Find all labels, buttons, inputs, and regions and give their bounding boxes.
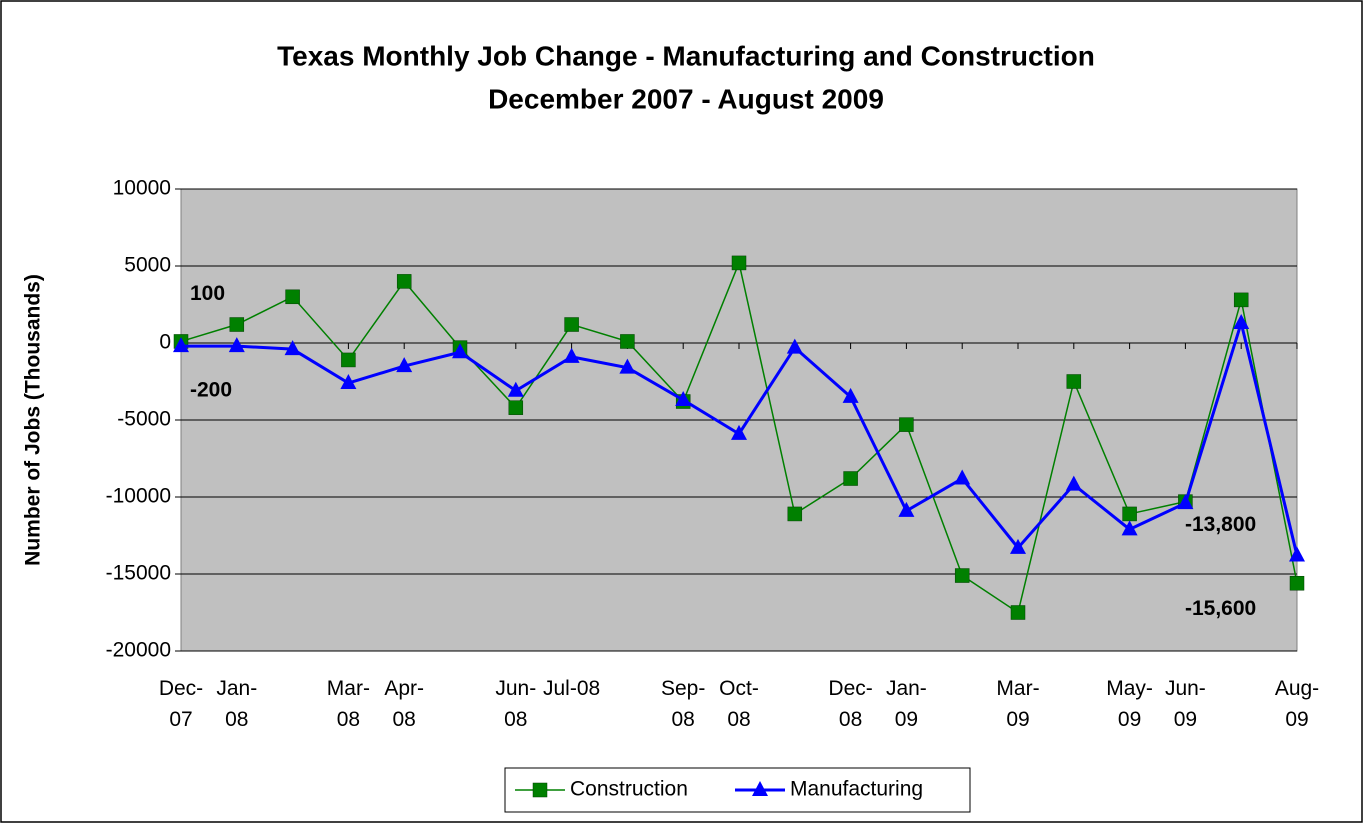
marker <box>843 471 858 486</box>
marker <box>619 358 636 374</box>
marker <box>731 255 747 271</box>
legend-label: Construction <box>570 778 688 801</box>
data-label: -15,600 <box>1185 597 1256 620</box>
marker <box>620 334 635 349</box>
marker <box>508 400 524 415</box>
marker <box>396 357 413 373</box>
marker <box>786 338 803 354</box>
marker <box>954 568 970 583</box>
chart-subtitle: December 2007 - August 2009 <box>488 83 884 114</box>
marker <box>1289 546 1305 562</box>
marker <box>1289 575 1305 591</box>
y-tick-label: -5000 <box>117 408 171 431</box>
y-tick-label: -20000 <box>106 639 171 662</box>
y-tick-label: 0 <box>159 331 171 354</box>
marker <box>507 381 524 397</box>
legend-marker <box>532 782 548 798</box>
marker <box>1010 538 1026 554</box>
marker <box>954 469 971 485</box>
marker <box>341 352 356 368</box>
x-tick-label: Apr- 08 <box>384 677 425 731</box>
marker <box>396 274 412 289</box>
marker <box>899 417 914 432</box>
marker <box>1122 506 1137 522</box>
x-tick-label: Jan- 08 <box>216 677 258 731</box>
marker <box>675 390 692 406</box>
legend-label: Manufacturing <box>790 778 923 801</box>
y-tick-label: -10000 <box>106 485 171 508</box>
data-label: -200 <box>190 379 232 402</box>
x-tick-label: Oct- 08 <box>719 677 759 731</box>
x-tick-label: Aug- 09 <box>1274 677 1320 731</box>
chart-title: Texas Monthly Job Change - Manufacturing… <box>277 40 1095 71</box>
x-tick-label: Mar- 08 <box>326 677 370 731</box>
marker <box>452 343 468 359</box>
marker <box>1065 475 1082 491</box>
marker <box>898 501 915 517</box>
x-tick-label: Jun- 08 <box>495 677 537 731</box>
marker <box>564 317 579 332</box>
y-tick-label: 10000 <box>113 177 171 200</box>
x-tick-label: May- 09 <box>1106 677 1153 731</box>
x-tick-label: Dec- 08 <box>828 677 873 731</box>
marker <box>1010 605 1026 620</box>
marker <box>842 387 859 403</box>
marker <box>1233 292 1249 308</box>
marker <box>228 337 245 353</box>
x-tick-label: Dec- 07 <box>158 677 204 731</box>
marker <box>1121 520 1138 536</box>
marker <box>563 347 580 363</box>
marker <box>285 289 300 305</box>
marker <box>1177 494 1194 510</box>
x-tick-label: Jan- 09 <box>885 677 927 731</box>
y-axis-label: Number of Jobs (Thousands) <box>22 274 45 566</box>
marker <box>787 506 803 522</box>
x-tick-label: Mar- 09 <box>996 677 1040 731</box>
x-tick-label: Sep- 08 <box>661 677 706 731</box>
y-tick-label: 5000 <box>124 254 171 277</box>
x-tick-label: Jul-08 <box>542 677 601 700</box>
data-label: 100 <box>190 282 225 305</box>
marker <box>731 424 747 440</box>
marker <box>1233 313 1250 329</box>
marker <box>229 317 245 332</box>
marker <box>1066 374 1082 389</box>
marker <box>173 337 189 353</box>
x-tick-label: Jun- 09 <box>1164 677 1206 731</box>
y-tick-label: -15000 <box>106 562 171 585</box>
marker <box>284 340 301 356</box>
marker <box>340 374 357 390</box>
legend-marker <box>752 781 768 796</box>
data-label: -13,800 <box>1185 513 1256 536</box>
